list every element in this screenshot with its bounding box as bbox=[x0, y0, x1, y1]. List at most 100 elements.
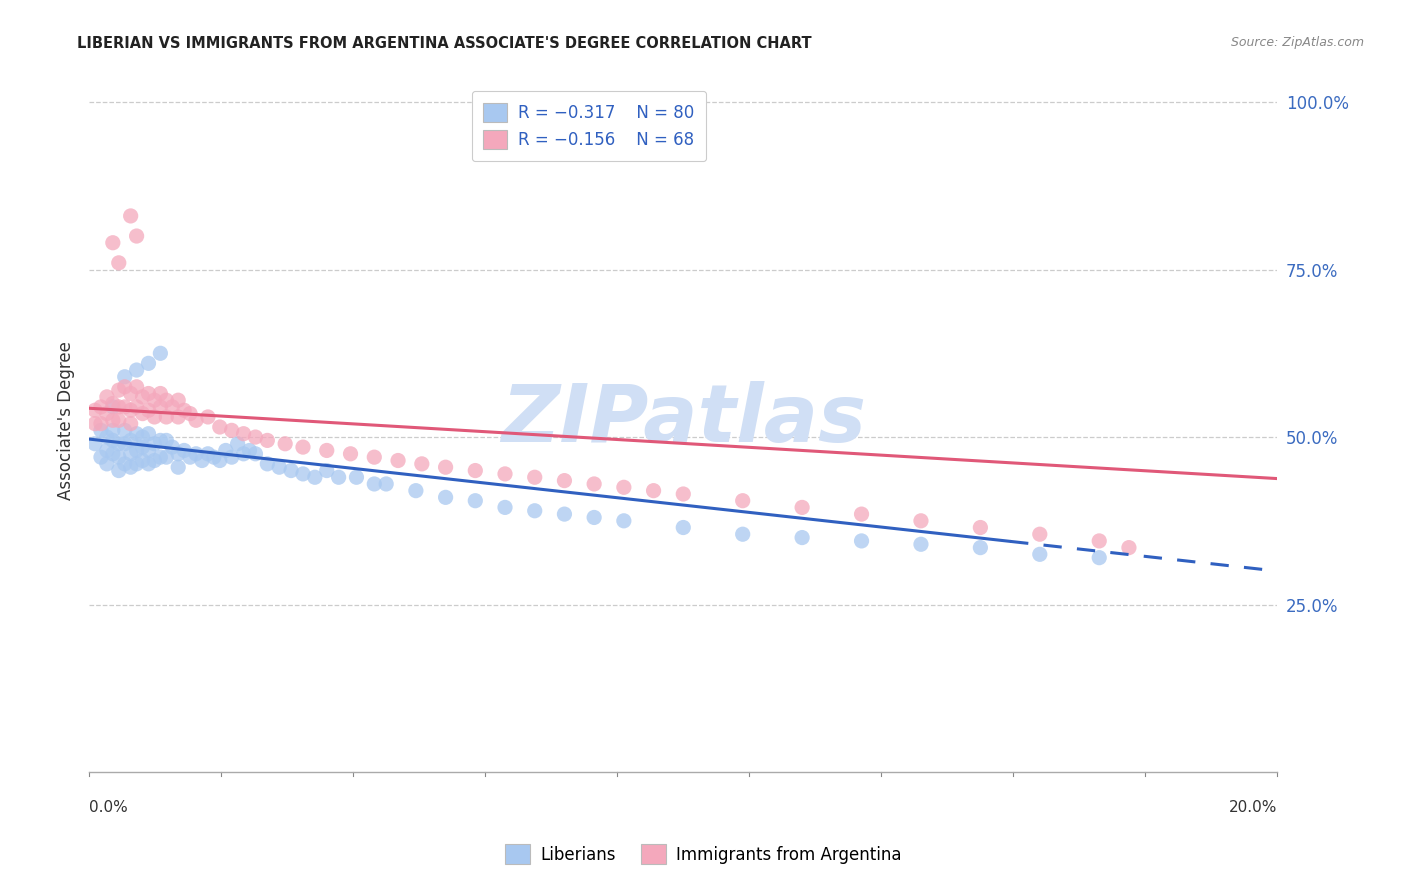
Point bbox=[138, 356, 160, 370]
Point bbox=[731, 493, 754, 508]
Point bbox=[125, 426, 148, 441]
Text: 20.0%: 20.0% bbox=[1229, 800, 1278, 815]
Point bbox=[910, 514, 932, 528]
Point bbox=[173, 403, 195, 417]
Point bbox=[464, 464, 486, 478]
Point bbox=[969, 541, 991, 555]
Point bbox=[125, 380, 148, 394]
Point bbox=[131, 430, 153, 444]
Point bbox=[523, 470, 546, 484]
Text: LIBERIAN VS IMMIGRANTS FROM ARGENTINA ASSOCIATE'S DEGREE CORRELATION CHART: LIBERIAN VS IMMIGRANTS FROM ARGENTINA AS… bbox=[77, 36, 811, 51]
Point bbox=[90, 400, 112, 414]
Point bbox=[173, 443, 195, 458]
Point bbox=[143, 453, 166, 467]
Point bbox=[120, 386, 142, 401]
Point bbox=[120, 434, 142, 448]
Point bbox=[138, 386, 160, 401]
Point bbox=[613, 514, 636, 528]
Point bbox=[167, 447, 190, 461]
Point bbox=[643, 483, 665, 498]
Point bbox=[232, 447, 254, 461]
Point bbox=[143, 409, 166, 424]
Point bbox=[191, 453, 214, 467]
Point bbox=[131, 440, 153, 454]
Point bbox=[280, 464, 302, 478]
Point bbox=[107, 436, 129, 450]
Point bbox=[328, 470, 350, 484]
Point bbox=[162, 400, 184, 414]
Point bbox=[138, 426, 160, 441]
Text: 0.0%: 0.0% bbox=[89, 800, 128, 815]
Point bbox=[202, 450, 225, 465]
Point bbox=[790, 531, 813, 545]
Point bbox=[101, 396, 124, 410]
Point bbox=[464, 493, 486, 508]
Point bbox=[245, 430, 267, 444]
Point bbox=[226, 436, 249, 450]
Point bbox=[101, 447, 124, 461]
Point bbox=[155, 393, 177, 408]
Point bbox=[120, 417, 142, 431]
Point bbox=[291, 467, 314, 481]
Point bbox=[790, 500, 813, 515]
Point bbox=[208, 420, 231, 434]
Point bbox=[96, 457, 118, 471]
Point bbox=[149, 346, 172, 360]
Point bbox=[125, 363, 148, 377]
Point bbox=[120, 460, 142, 475]
Point bbox=[291, 440, 314, 454]
Point bbox=[114, 436, 136, 450]
Point bbox=[1088, 533, 1111, 548]
Point bbox=[179, 450, 201, 465]
Point bbox=[107, 256, 129, 270]
Point bbox=[221, 450, 243, 465]
Point bbox=[90, 417, 112, 431]
Point bbox=[101, 235, 124, 250]
Point bbox=[553, 474, 575, 488]
Point bbox=[114, 369, 136, 384]
Point bbox=[672, 487, 695, 501]
Point bbox=[149, 450, 172, 465]
Point bbox=[96, 407, 118, 421]
Point bbox=[155, 409, 177, 424]
Point bbox=[363, 450, 385, 465]
Point bbox=[494, 467, 516, 481]
Point bbox=[672, 520, 695, 534]
Point bbox=[215, 443, 238, 458]
Point bbox=[155, 450, 177, 465]
Point bbox=[731, 527, 754, 541]
Point bbox=[90, 423, 112, 437]
Point bbox=[143, 436, 166, 450]
Point bbox=[167, 409, 190, 424]
Point bbox=[149, 434, 172, 448]
Point bbox=[363, 477, 385, 491]
Point bbox=[434, 491, 457, 505]
Point bbox=[155, 434, 177, 448]
Point bbox=[125, 443, 148, 458]
Point bbox=[197, 409, 219, 424]
Point bbox=[101, 434, 124, 448]
Point bbox=[162, 440, 184, 454]
Point bbox=[1029, 527, 1052, 541]
Point bbox=[107, 383, 129, 397]
Point bbox=[120, 403, 142, 417]
Point bbox=[179, 407, 201, 421]
Point bbox=[143, 393, 166, 408]
Point bbox=[96, 390, 118, 404]
Point bbox=[197, 447, 219, 461]
Point bbox=[1029, 547, 1052, 561]
Point bbox=[125, 457, 148, 471]
Point bbox=[405, 483, 427, 498]
Point bbox=[107, 400, 129, 414]
Point bbox=[583, 510, 606, 524]
Point bbox=[238, 443, 260, 458]
Point bbox=[131, 390, 153, 404]
Point bbox=[583, 477, 606, 491]
Point bbox=[613, 480, 636, 494]
Point bbox=[256, 457, 278, 471]
Point bbox=[131, 453, 153, 467]
Legend: Liberians, Immigrants from Argentina: Liberians, Immigrants from Argentina bbox=[498, 838, 908, 871]
Point bbox=[434, 460, 457, 475]
Text: ZIPatlas: ZIPatlas bbox=[501, 381, 866, 459]
Point bbox=[245, 447, 267, 461]
